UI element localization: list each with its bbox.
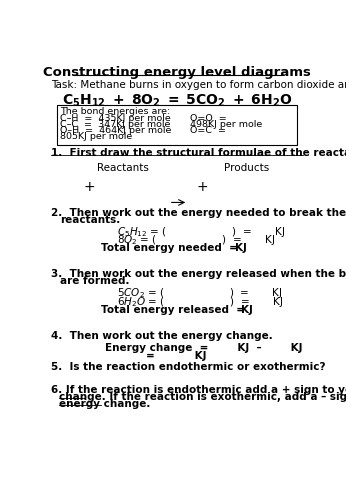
Text: =           KJ: = KJ: [146, 351, 207, 361]
Text: C–C  =  347KJ per mole: C–C = 347KJ per mole: [60, 120, 171, 129]
FancyBboxPatch shape: [57, 104, 298, 144]
Text: 5.  Is the reaction endothermic or exothermic?: 5. Is the reaction endothermic or exothe…: [51, 362, 326, 372]
Text: 1.  First draw the structural formulae of the reactants and products.: 1. First draw the structural formulae of…: [51, 148, 346, 158]
Text: KJ: KJ: [235, 244, 247, 254]
Text: Reactants: Reactants: [98, 163, 149, 173]
Text: energy change.: energy change.: [59, 399, 150, 409]
Text: Task: Methane burns in oxygen to form carbon dioxide and water.: Task: Methane burns in oxygen to form ca…: [51, 80, 346, 90]
Text: +: +: [197, 180, 208, 194]
Text: The bond energies are:: The bond energies are:: [60, 107, 171, 116]
Text: $5CO_2$ = (                    )  =       KJ: $5CO_2$ = ( ) = KJ: [117, 286, 282, 300]
Text: 2.  Then work out the energy needed to break the bonds of the: 2. Then work out the energy needed to br…: [51, 208, 346, 218]
Text: O–H  =  464KJ per mole: O–H = 464KJ per mole: [60, 126, 172, 135]
Text: O=C  =: O=C =: [191, 126, 227, 135]
Text: $6H_2O$ = (                    )  =       KJ: $6H_2O$ = ( ) = KJ: [117, 295, 283, 309]
Text: +: +: [83, 180, 95, 194]
Text: Total energy released  =: Total energy released =: [101, 305, 245, 315]
Text: C–H  =  435KJ per mole: C–H = 435KJ per mole: [60, 114, 171, 123]
Text: change. If the reaction is exothermic, add a – sign to your overall: change. If the reaction is exothermic, a…: [59, 392, 346, 402]
Text: Constructing energy level diagrams: Constructing energy level diagrams: [43, 66, 311, 79]
Text: Energy change  =        KJ  –        KJ: Energy change = KJ – KJ: [105, 342, 303, 352]
Text: are formed.: are formed.: [60, 276, 130, 286]
Text: $\mathbf{C_5H_{12}\ +\ 8O_2\ =\ 5CO_2\ +\ 6H_2O}$: $\mathbf{C_5H_{12}\ +\ 8O_2\ =\ 5CO_2\ +…: [62, 92, 293, 108]
Text: $C_5H_{12}$ = (                    )  =       KJ: $C_5H_{12}$ = ( ) = KJ: [117, 225, 285, 239]
Text: Total energy needed  =: Total energy needed =: [101, 244, 238, 254]
Text: 6. If the reaction is endothermic add a + sign to your overall energy: 6. If the reaction is endothermic add a …: [51, 385, 346, 395]
Text: KJ: KJ: [241, 305, 253, 315]
Text: 805KJ per mole: 805KJ per mole: [60, 132, 133, 141]
Text: 498KJ per mole: 498KJ per mole: [191, 120, 263, 129]
Text: reactants.: reactants.: [60, 215, 120, 225]
Text: $8O_2$ = (                    )  =       KJ: $8O_2$ = ( ) = KJ: [117, 233, 275, 247]
Text: 4.  Then work out the energy change.: 4. Then work out the energy change.: [51, 331, 273, 341]
Text: O=O  =: O=O =: [191, 114, 227, 123]
Text: 3.  Then work out the energy released when the bonds in the products: 3. Then work out the energy released whe…: [51, 270, 346, 280]
Text: Products: Products: [224, 163, 269, 173]
